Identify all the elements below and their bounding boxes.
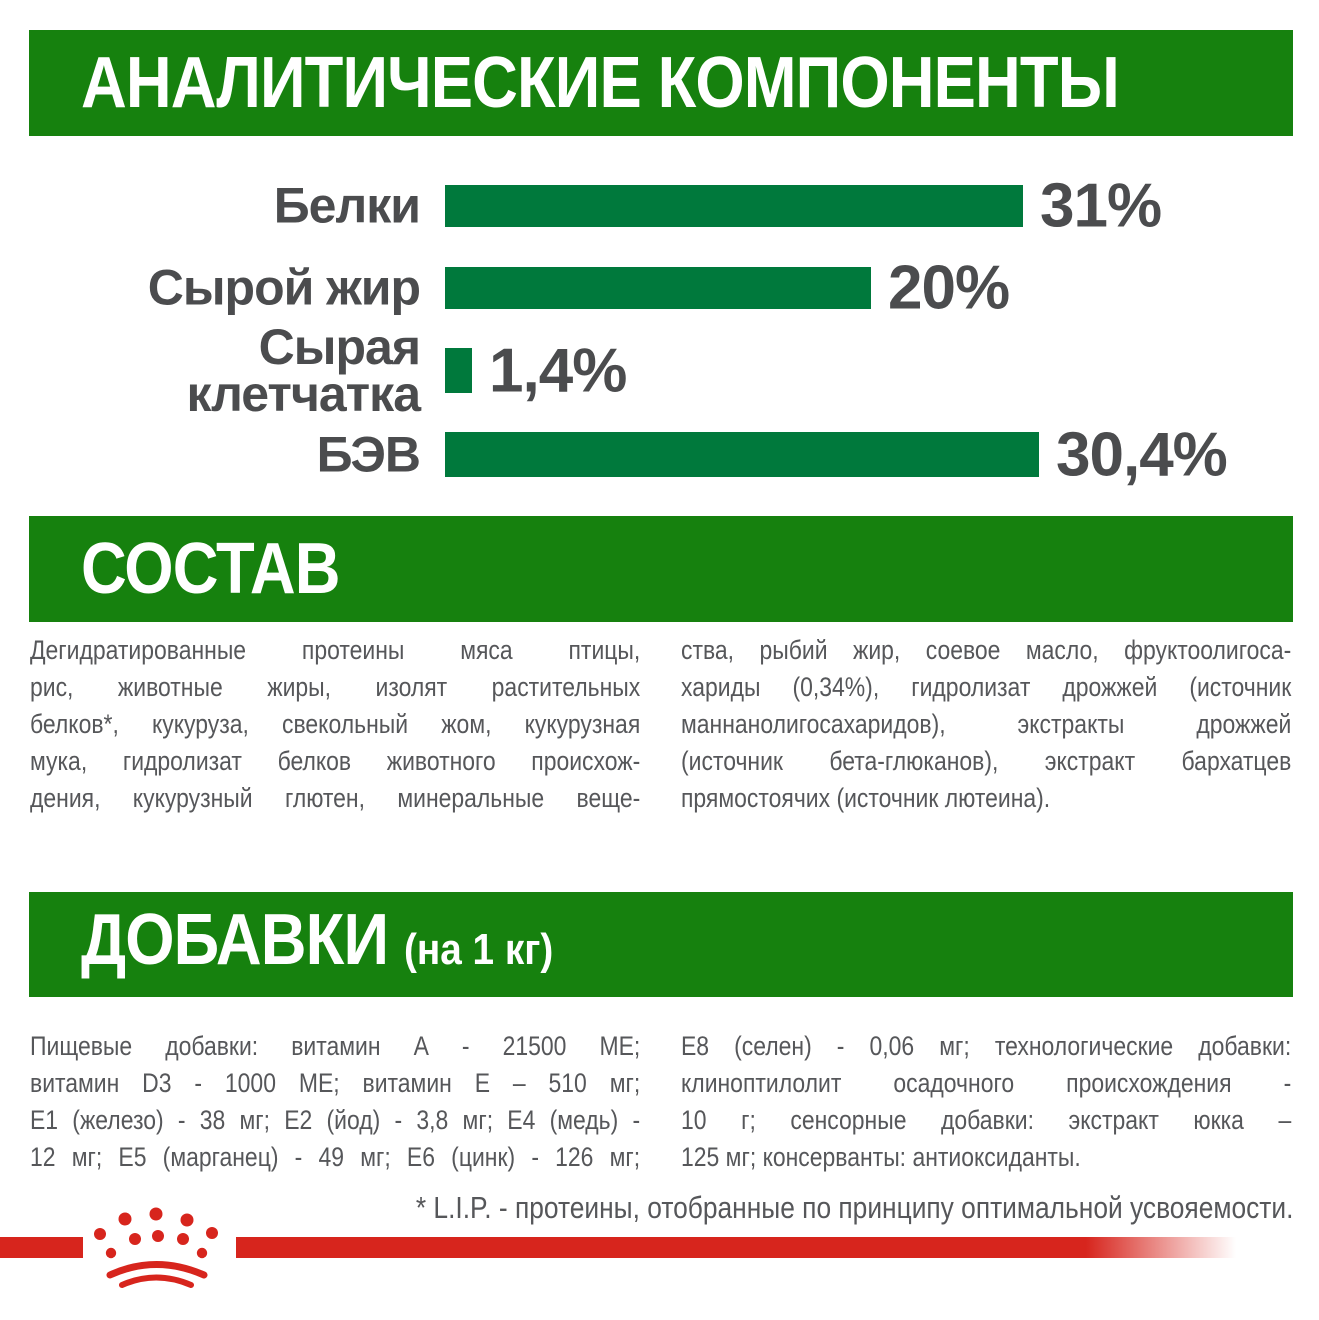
chart-category-label: Сырой жир (147, 259, 421, 316)
text-line: Е1 (железо) -38 мг; Е2 (йод) -3,8 мг; Е4 (медь) - (30, 1105, 641, 1135)
lip-footnote: * L.I.P. - протеины, отобранные по принц… (415, 1190, 1293, 1225)
text-line: 12 мг; Е5 (марганец) -49 мг; Е6 (цинк) -126 мг; (30, 1142, 641, 1172)
text-line: ства, рыбий жир, соевое масло, фруктоолигоса- (681, 635, 1292, 665)
text-line: дения, кукурузный глютен, минеральные веще- (30, 783, 641, 813)
text-line: Дегидратированные протеины мяса птицы, (30, 635, 641, 665)
additives-title: ДОБАВКИ (на 1 кг) (81, 904, 553, 986)
chart-bar (445, 432, 1039, 477)
chart-bar (445, 185, 1023, 227)
red-strip-right (236, 1237, 1236, 1258)
text-line: Пищевые добавки: витамин А -21500 МЕ; (30, 1031, 641, 1061)
analytical-components-band: АНАЛИТИЧЕСКИЕ КОМПОНЕНТЫ (29, 30, 1293, 136)
chart-value-label: 31% (1040, 171, 1162, 241)
additives-title-main: ДОБАВКИ (81, 899, 389, 980)
additives-left-column: Пищевые добавки: витамин А -21500 МЕ; витамин D… (30, 1028, 640, 1176)
composition-left-column: Дегидратированные протеины мяса птицы, рис, ж… (30, 632, 640, 817)
text-line: рис, животные жиры, изолят растительных (30, 672, 641, 702)
text-line: маннанолигосахаридов), экстракты дрожжей (681, 709, 1292, 739)
analytical-chart: Белки 31% Сырой жир 20% Сырая клетчатка 1,4% БЭ… (0, 0, 1319, 520)
red-strip-left (0, 1237, 83, 1258)
additives-band: ДОБАВКИ (на 1 кг) (29, 892, 1293, 997)
text-line: 125 мг; консерванты: антиоксиданты. (681, 1142, 1081, 1172)
composition-right-column: ства, рыбий жир, соевое масло, фруктоолигоса-… (681, 632, 1291, 817)
chart-bar (445, 348, 472, 393)
text-line: хариды (0,34%), гидролизат дрожжей (источник (681, 672, 1292, 702)
additives-right-column: Е8 (селен) -0,06 мг; технологические добавки:… (681, 1028, 1291, 1176)
text-line: прямостоячих (источник лютеина). (681, 783, 1051, 813)
analytical-components-title: АНАЛИТИЧЕСКИЕ КОМПОНЕНТЫ (81, 43, 1120, 123)
composition-band: СОСТАВ (29, 516, 1293, 622)
composition-title: СОСТАВ (81, 529, 340, 609)
additives-title-suffix: (на 1 кг) (403, 924, 554, 974)
text-line: (источник бета-глюканов), экстракт бархатце… (681, 746, 1292, 776)
chart-value-label: 30,4% (1056, 420, 1228, 489)
text-line: 10 г; сенсорные добавки: экстракт юкка – (681, 1105, 1292, 1135)
crown-icon (94, 1207, 218, 1288)
chart-category-label: Белки (273, 177, 421, 234)
chart-value-label: 20% (888, 253, 1010, 323)
chart-category-label: Сырая клетчатка (186, 318, 421, 422)
text-line: белков*, кукуруза, свекольный жом, кукурузна… (30, 709, 641, 739)
royal-canin-crown-logo (92, 1206, 234, 1294)
chart-value-label: 1,4% (489, 336, 627, 405)
text-line: мука, гидролизат белков животного происхож- (30, 746, 641, 776)
text-line: Е8 (селен) -0,06 мг; технологические добавки: (681, 1031, 1292, 1061)
text-line: клиноптилолит осадочного происхождения - (681, 1068, 1292, 1098)
chart-category-label: БЭВ (316, 426, 421, 482)
text-line: витамин D3-1000 МЕ; витамин Е –510 мг; (30, 1068, 641, 1098)
chart-bar (445, 267, 871, 309)
